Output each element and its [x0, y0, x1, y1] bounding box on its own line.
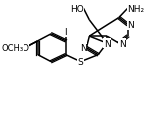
Text: OCH₃: OCH₃	[2, 44, 24, 53]
Text: N: N	[119, 39, 126, 48]
Text: HO: HO	[70, 5, 84, 14]
Text: N: N	[104, 39, 110, 48]
Text: O: O	[21, 44, 28, 53]
Text: S: S	[78, 58, 83, 67]
Text: NH₂: NH₂	[128, 5, 145, 14]
Text: N: N	[128, 21, 134, 30]
Text: N: N	[80, 44, 86, 53]
Text: I: I	[64, 28, 67, 37]
